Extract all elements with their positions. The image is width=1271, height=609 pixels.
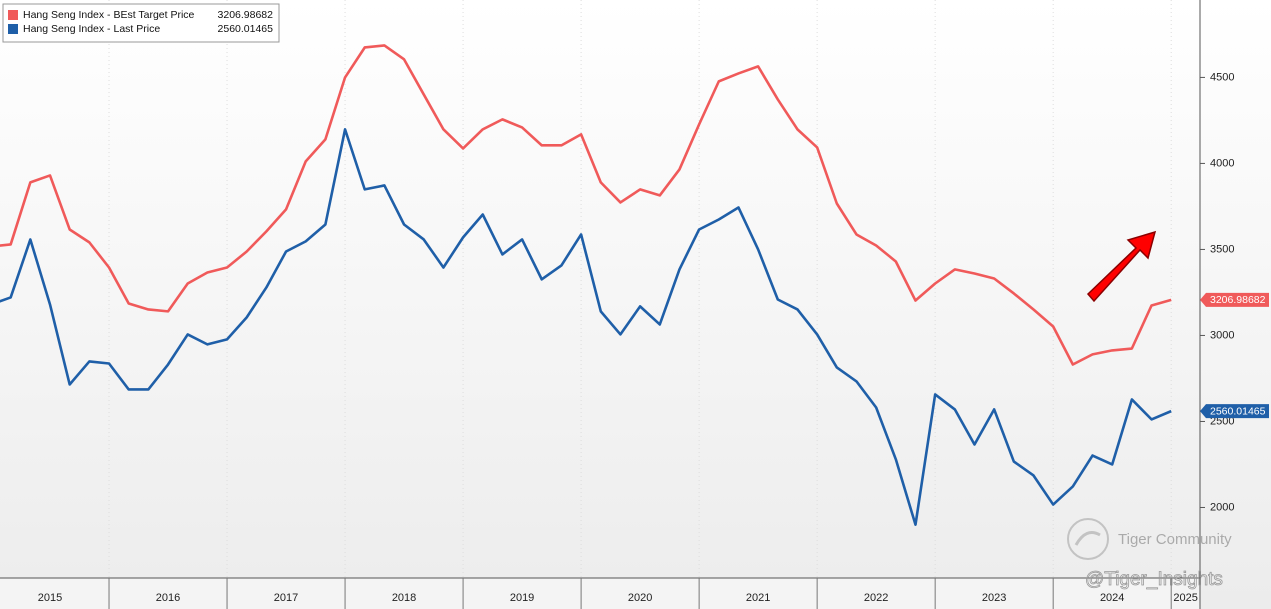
legend-swatch — [8, 10, 18, 20]
line-series — [0, 44, 1172, 366]
legend-value: 3206.98682 — [218, 9, 274, 21]
y-tick-label: 2000 — [1210, 501, 1234, 513]
legend-swatch — [8, 24, 18, 34]
x-tick-label: 2020 — [628, 592, 652, 604]
y-tick-label: 3500 — [1210, 243, 1234, 255]
x-tick-label: 2023 — [982, 592, 1006, 604]
x-tick-label: 2019 — [510, 592, 534, 604]
x-tick-label: 2024 — [1100, 592, 1124, 604]
x-tick-label: 2017 — [274, 592, 298, 604]
x-tick-label: 2016 — [156, 592, 180, 604]
plot-area — [0, 0, 1172, 578]
legend-label: Hang Seng Index - Last Price — [23, 23, 160, 35]
y-tick-label: 3000 — [1210, 329, 1234, 341]
watermark: @Tiger_Insights — [1085, 569, 1223, 590]
value-tag-label: 2560.01465 — [1210, 405, 1266, 417]
watermark: Tiger Community — [1118, 531, 1232, 548]
x-tick-label: 2018 — [392, 592, 416, 604]
annotation-arrow — [1086, 230, 1157, 303]
watermark-logo — [1067, 518, 1109, 560]
line-series — [0, 128, 1172, 526]
legend: Hang Seng Index - BEst Target Price 3206.… — [2, 3, 280, 43]
value-tag — [1200, 404, 1269, 419]
x-tick-label: 2021 — [746, 592, 770, 604]
x-tick-label: 2022 — [864, 592, 888, 604]
value-tag-label: 3206.98682 — [1210, 294, 1266, 306]
x-tick-label: 2015 — [38, 592, 62, 604]
y-tick-label: 2500 — [1210, 415, 1234, 427]
legend-box — [2, 3, 280, 43]
legend-label: Hang Seng Index - BEst Target Price — [23, 9, 195, 21]
y-tick-label: 4500 — [1210, 71, 1234, 83]
legend-value: 2560.01465 — [218, 23, 274, 35]
y-tick-label: 4000 — [1210, 157, 1234, 169]
x-tick-label: 2025 — [1173, 592, 1197, 604]
value-tag — [1200, 292, 1269, 307]
x-axis-band — [0, 578, 1200, 609]
